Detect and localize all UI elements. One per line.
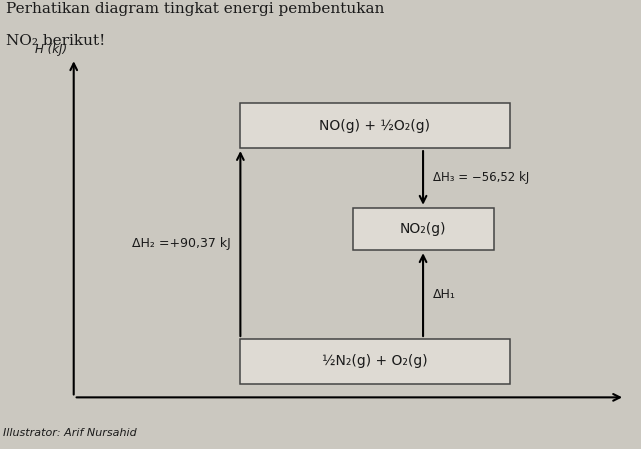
Text: NO(g) + ½O₂(g): NO(g) + ½O₂(g) [319, 119, 431, 133]
Text: NO₂ berikut!: NO₂ berikut! [6, 34, 106, 48]
Text: Illustrator: Arif Nursahid: Illustrator: Arif Nursahid [3, 428, 137, 438]
Text: ½N₂(g) + O₂(g): ½N₂(g) + O₂(g) [322, 354, 428, 369]
Text: H (kJ): H (kJ) [35, 43, 67, 56]
FancyBboxPatch shape [240, 103, 510, 148]
Text: Perhatikan diagram tingkat energi pembentukan: Perhatikan diagram tingkat energi pemben… [6, 2, 385, 16]
Text: ΔH₁: ΔH₁ [433, 288, 456, 301]
FancyBboxPatch shape [240, 339, 510, 384]
Text: ΔH₃ = −56,52 kJ: ΔH₃ = −56,52 kJ [433, 172, 529, 185]
FancyBboxPatch shape [353, 207, 494, 251]
Text: ΔH₂ =+90,37 kJ: ΔH₂ =+90,37 kJ [132, 237, 231, 250]
Text: NO₂(g): NO₂(g) [400, 222, 446, 236]
